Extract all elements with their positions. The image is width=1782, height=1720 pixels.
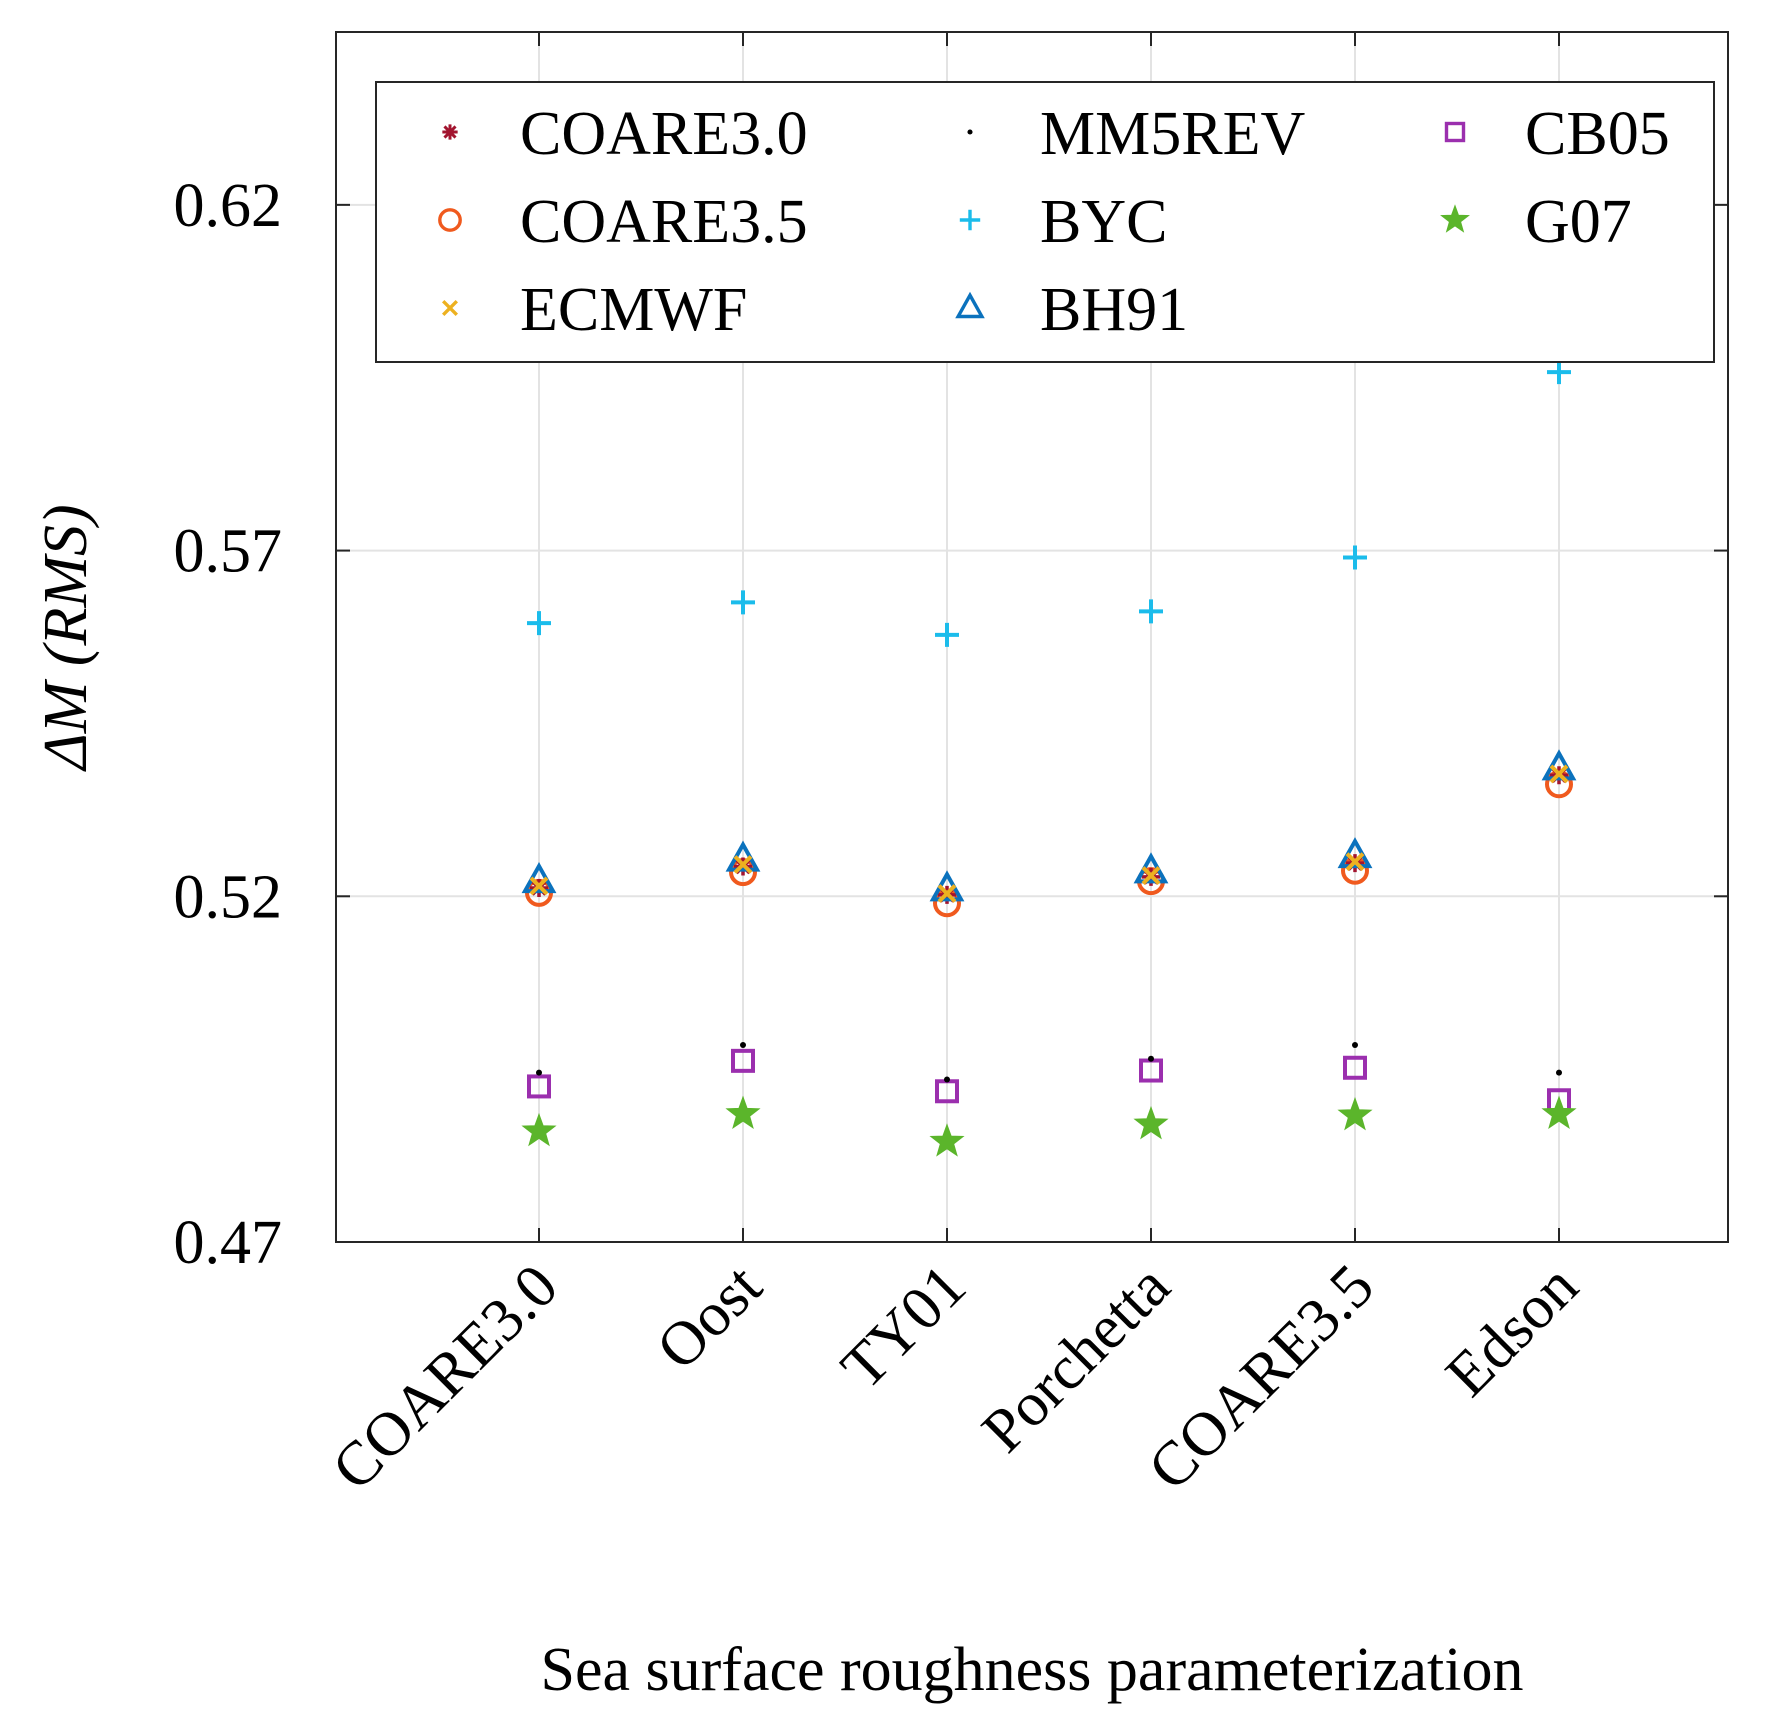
- y-axis-title-unit: (RMS): [32, 504, 100, 666]
- legend-item-bh91: BH91: [955, 276, 1188, 344]
- point-cb05-coare3-5: [1343, 1055, 1367, 1080]
- series-coare3-5: [525, 770, 1573, 918]
- plot-frame: [335, 31, 1729, 1243]
- legend-marker-g07: [1440, 204, 1470, 233]
- x-tick-label: COARE3.0: [319, 1252, 570, 1503]
- point-mm5rev-coare3-0: [536, 1069, 542, 1076]
- legend-label-bh91: BH91: [1040, 276, 1188, 344]
- point-mm5rev-oost: [740, 1041, 746, 1048]
- series-mm5rev: [536, 1041, 1562, 1083]
- legend-item-byc: BYC: [959, 188, 1167, 256]
- point-g07-edson: [1541, 1095, 1577, 1130]
- x-tick-label: Oost: [644, 1252, 775, 1383]
- point-mm5rev-edson: [1556, 1069, 1562, 1076]
- y-axis-title-symbol: ΔM: [32, 678, 100, 772]
- data-marks: [521, 360, 1577, 1157]
- legend-marker-mm5rev: [967, 129, 973, 135]
- point-g07-ty01: [929, 1123, 965, 1157]
- point-ecmwf-coare3-0: [529, 876, 549, 896]
- legend-item-ecmwf: ECMWF: [441, 276, 747, 344]
- point-cb05-oost: [731, 1048, 755, 1073]
- legend-item-coare3-5: COARE3.5: [438, 188, 808, 256]
- point-mm5rev-porchetta: [1148, 1055, 1154, 1062]
- point-ecmwf-coare3-5: [1345, 852, 1365, 872]
- point-g07-coare3-5: [1337, 1097, 1373, 1131]
- point-byc-oost: [731, 590, 755, 615]
- y-axis-title: ΔM (RMS): [32, 504, 100, 772]
- series-bh91: [521, 749, 1577, 902]
- series-coare3-0: [530, 766, 1568, 904]
- series-g07: [521, 1095, 1577, 1157]
- point-g07-coare3-0: [521, 1112, 557, 1147]
- point-byc-ty01: [935, 622, 959, 647]
- y-tick-label: 0.47: [174, 1209, 283, 1277]
- legend-box: [375, 81, 1715, 363]
- point-ecmwf-porchetta: [1141, 866, 1161, 885]
- legend-label-byc: BYC: [1040, 188, 1167, 256]
- point-mm5rev-ty01: [944, 1076, 950, 1083]
- legend-label-coare3-5: COARE3.5: [520, 188, 808, 256]
- point-byc-edson: [1547, 360, 1571, 385]
- legend: COARE3.0 MM5REV CB05 COARE3.5 BYC G07 ECMWF BH9…: [375, 81, 1715, 363]
- y-tick-label: 0.57: [174, 518, 283, 586]
- legend-label-g07: G07: [1525, 188, 1632, 256]
- y-tick-label: 0.62: [174, 172, 283, 240]
- legend-marker-byc: [959, 209, 981, 231]
- point-g07-oost: [725, 1095, 761, 1130]
- legend-marker-coare3-0: [442, 124, 458, 140]
- point-byc-porchetta: [1139, 599, 1163, 624]
- legend-label-ecmwf: ECMWF: [520, 276, 747, 344]
- point-ecmwf-ty01: [937, 884, 957, 903]
- x-tick-label: TY01: [829, 1252, 979, 1402]
- point-byc-coare3-5: [1343, 545, 1367, 570]
- legend-item-cb05: CB05: [1444, 100, 1670, 168]
- series-ecmwf: [529, 764, 1569, 903]
- legend-marker-bh91: [955, 291, 985, 319]
- legend-marker-coare3-5: [438, 208, 462, 232]
- series-byc: [527, 360, 1571, 647]
- legend-item-mm5rev: MM5REV: [967, 100, 1305, 168]
- legend-marker-ecmwf: [441, 299, 459, 317]
- point-g07-porchetta: [1133, 1105, 1169, 1140]
- x-tick-label: Porchetta: [969, 1252, 1183, 1466]
- series-cb05: [527, 1048, 1571, 1113]
- point-ecmwf-edson: [1549, 764, 1569, 784]
- point-cb05-coare3-0: [527, 1074, 551, 1099]
- y-axis-ticks: 0.47 0.52 0.57 0.62: [174, 172, 1728, 1277]
- legend-label-mm5rev: MM5REV: [1040, 100, 1305, 168]
- legend-label-coare3-0: COARE3.0: [520, 100, 808, 168]
- legend-label-cb05: CB05: [1525, 100, 1670, 168]
- x-axis-title: Sea surface roughness parameterization: [541, 1636, 1524, 1704]
- legend-marker-cb05: [1444, 121, 1466, 143]
- legend-item-g07: G07: [1440, 188, 1632, 256]
- x-tick-label: Edson: [1433, 1252, 1591, 1410]
- y-tick-label: 0.52: [174, 863, 283, 931]
- x-tick-label: COARE3.5: [1135, 1252, 1386, 1503]
- point-byc-coare3-0: [527, 611, 551, 636]
- legend-item-coare3-0: COARE3.0: [442, 100, 808, 168]
- point-mm5rev-coare3-5: [1352, 1041, 1358, 1048]
- point-ecmwf-oost: [733, 855, 753, 874]
